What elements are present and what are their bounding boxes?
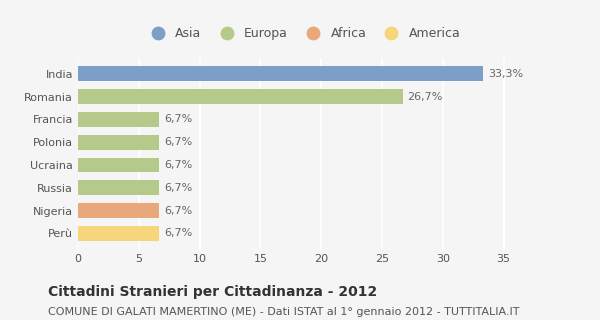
Bar xyxy=(78,135,160,150)
Text: Cittadini Stranieri per Cittadinanza - 2012: Cittadini Stranieri per Cittadinanza - 2… xyxy=(48,285,377,299)
Text: 6,7%: 6,7% xyxy=(164,228,193,238)
Bar xyxy=(78,112,160,127)
Bar xyxy=(78,180,160,195)
Legend: Asia, Europa, Africa, America: Asia, Europa, Africa, America xyxy=(140,22,466,44)
Bar xyxy=(78,66,483,81)
Bar xyxy=(78,157,160,172)
Bar xyxy=(78,226,160,241)
Text: 6,7%: 6,7% xyxy=(164,206,193,216)
Text: 6,7%: 6,7% xyxy=(164,183,193,193)
Text: 6,7%: 6,7% xyxy=(164,137,193,147)
Text: 26,7%: 26,7% xyxy=(407,92,443,101)
Text: COMUNE DI GALATI MAMERTINO (ME) - Dati ISTAT al 1° gennaio 2012 - TUTTITALIA.IT: COMUNE DI GALATI MAMERTINO (ME) - Dati I… xyxy=(48,307,520,317)
Text: 6,7%: 6,7% xyxy=(164,114,193,124)
Bar xyxy=(78,203,160,218)
Text: 33,3%: 33,3% xyxy=(488,69,523,79)
Text: 6,7%: 6,7% xyxy=(164,160,193,170)
Bar xyxy=(78,89,403,104)
